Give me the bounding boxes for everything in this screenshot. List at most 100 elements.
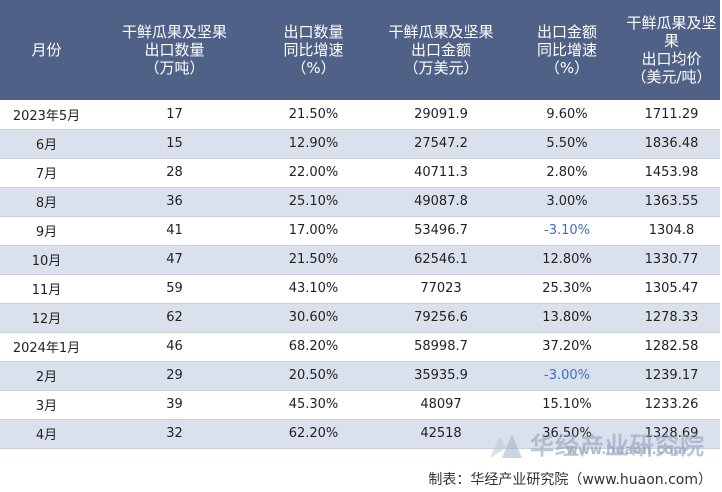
cell-volume-growth: 25.10% (256, 187, 371, 217)
cell-avg-price: 1282.58 (623, 332, 720, 362)
cell-month: 2月 (0, 361, 93, 391)
header-export-value: 干鲜瓜果及坚果 出口金额 （万美元） (371, 0, 511, 100)
cell-export-value: 27547.2 (371, 129, 511, 159)
header-line: 干鲜瓜果及坚果 (626, 14, 717, 50)
cell-export-volume: 32 (93, 419, 256, 449)
source-note: 制表：华经产业研究院（www.huaon.com） (428, 472, 712, 488)
cell-export-volume: 29 (93, 361, 256, 391)
table-row: 2024年1月 46 68.20% 58998.7 37.20% 1282.58 (0, 332, 720, 362)
cell-avg-price: 1711.29 (623, 100, 720, 130)
cell-volume-growth: 22.00% (256, 158, 371, 188)
cell-export-volume: 62 (93, 303, 256, 333)
cell-month: 11月 (0, 274, 93, 304)
header-line: 出口数量 (283, 23, 344, 41)
header-line: 同比增速 (536, 41, 597, 59)
cell-export-volume: 39 (93, 390, 256, 420)
cell-export-value: 62546.1 (371, 245, 511, 275)
cell-value-growth: 36.50% (511, 419, 623, 449)
cell-export-value: 29091.9 (371, 100, 511, 130)
header-export-volume: 干鲜瓜果及坚果 出口数量 （万吨） (93, 0, 256, 100)
cell-avg-price: 1328.69 (623, 419, 720, 449)
cell-avg-price: 1330.77 (623, 245, 720, 275)
cell-volume-growth: 45.30% (256, 390, 371, 420)
cell-export-volume: 59 (93, 274, 256, 304)
cell-month: 2024年1月 (0, 332, 93, 362)
cell-month: 4月 (0, 419, 93, 449)
cell-value-growth: 15.10% (511, 390, 623, 420)
cell-avg-price: 1305.47 (623, 274, 720, 304)
cell-export-value: 35935.9 (371, 361, 511, 391)
header-line: 同比增速 (283, 41, 344, 59)
header-line: 干鲜瓜果及坚果 (388, 23, 494, 41)
footer: 制表：华经产业研究院（www.huaon.com） (0, 465, 722, 492)
table-body: 2023年5月 17 21.50% 29091.9 9.60% 1711.29 6月 15 12… (0, 100, 720, 449)
cell-value-growth: 25.30% (511, 274, 623, 304)
cell-value-growth: 9.60% (511, 100, 623, 130)
cell-avg-price: 1304.8 (623, 216, 720, 246)
cell-value-growth: 13.80% (511, 303, 623, 333)
cell-value-growth: 12.80% (511, 245, 623, 275)
cell-value-growth: 5.50% (511, 129, 623, 159)
cell-value-growth: 2.80% (511, 158, 623, 188)
cell-volume-growth: 21.50% (256, 245, 371, 275)
export-data-table: 月份 干鲜瓜果及坚果 出口数量 （万吨） 出口数量 同比增速 （%） 干鲜瓜果及… (0, 0, 720, 449)
header-line: 出口数量 (144, 41, 205, 59)
table-row: 7月 28 22.00% 40711.3 2.80% 1453.98 (0, 158, 720, 188)
cell-export-volume: 41 (93, 216, 256, 246)
cell-export-volume: 36 (93, 187, 256, 217)
cell-export-value: 42518 (371, 419, 511, 449)
header-unit: （美元/吨） (631, 68, 712, 86)
table-row: 8月 36 25.10% 49087.8 3.00% 1363.55 (0, 187, 720, 217)
cell-avg-price: 1239.17 (623, 361, 720, 391)
header-unit: （%） (291, 59, 336, 77)
cell-export-value: 49087.8 (371, 187, 511, 217)
table-row: 11月 59 43.10% 77023 25.30% 1305.47 (0, 274, 720, 304)
header-unit: （%） (544, 59, 590, 77)
header-unit: （万吨） (144, 59, 205, 77)
cell-volume-growth: 21.50% (256, 100, 371, 130)
table-row: 3月 39 45.30% 48097 15.10% 1233.26 (0, 390, 720, 420)
cell-volume-growth: 43.10% (256, 274, 371, 304)
watermark-text: 华经产业研究院 (530, 432, 705, 460)
cell-month: 2023年5月 (0, 100, 93, 130)
cell-month: 12月 (0, 303, 93, 333)
cell-value-growth: 37.20% (511, 332, 623, 362)
cell-volume-growth: 62.20% (256, 419, 371, 449)
cell-value-growth: 3.00% (511, 187, 623, 217)
cell-value-growth: -3.00% (511, 361, 623, 391)
cell-avg-price: 1233.26 (623, 390, 720, 420)
header-avg-price: 干鲜瓜果及坚果 出口均价 （美元/吨） (623, 0, 720, 100)
table-row: 12月 62 30.60% 79256.6 13.80% 1278.33 (0, 303, 720, 333)
header-line: 干鲜瓜果及坚果 (121, 23, 227, 41)
header-volume-growth: 出口数量 同比增速 （%） (256, 0, 371, 100)
header-month: 月份 (0, 0, 93, 100)
cell-export-value: 79256.6 (371, 303, 511, 333)
cell-export-volume: 28 (93, 158, 256, 188)
watermark: 华经产业研究院 (486, 426, 716, 462)
cell-export-volume: 17 (93, 100, 256, 130)
header-month-label: 月份 (31, 41, 62, 59)
cell-avg-price: 1836.48 (623, 129, 720, 159)
header-line: 出口金额 (536, 23, 597, 41)
cell-export-volume: 46 (93, 332, 256, 362)
cell-volume-growth: 20.50% (256, 361, 371, 391)
cell-month: 6月 (0, 129, 93, 159)
table-row: 9月 41 17.00% 53496.7 -3.10% 1304.8 (0, 216, 720, 246)
cell-volume-growth: 17.00% (256, 216, 371, 246)
cell-month: 7月 (0, 158, 93, 188)
huajing-logo-icon (490, 434, 522, 458)
header-value-growth: 出口金额 同比增速 （%） (511, 0, 623, 100)
cell-export-volume: 47 (93, 245, 256, 275)
cell-export-volume: 15 (93, 129, 256, 159)
watermark-url: www.huaon.com (566, 443, 687, 458)
cell-export-value: 58998.7 (371, 332, 511, 362)
cell-export-value: 53496.7 (371, 216, 511, 246)
cell-export-value: 40711.3 (371, 158, 511, 188)
cell-volume-growth: 30.60% (256, 303, 371, 333)
header-unit: （万美元） (403, 59, 479, 77)
cell-value-growth: -3.10% (511, 216, 623, 246)
cell-volume-growth: 68.20% (256, 332, 371, 362)
cell-month: 9月 (0, 216, 93, 246)
table-row: 4月 32 62.20% 42518 36.50% 1328.69 (0, 419, 720, 449)
table-row: 2月 29 20.50% 35935.9 -3.00% 1239.17 (0, 361, 720, 391)
